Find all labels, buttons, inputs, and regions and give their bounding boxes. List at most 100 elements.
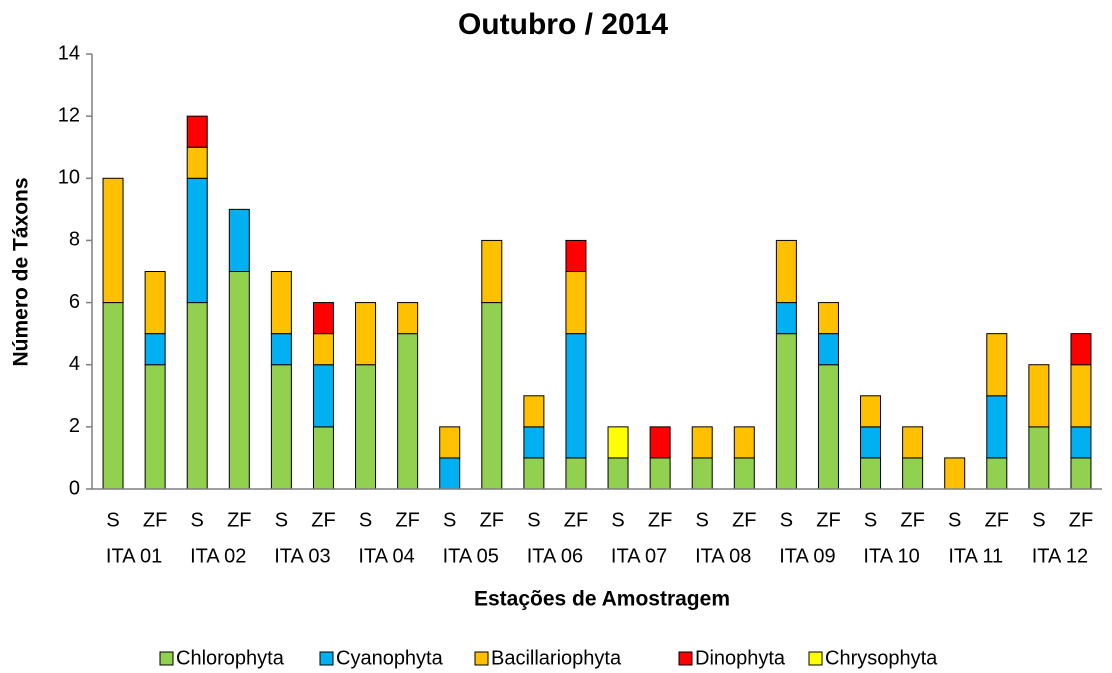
bar-segment xyxy=(860,457,882,490)
y-tick-label: 2 xyxy=(69,415,80,437)
bar-segment xyxy=(439,426,461,459)
bar-segment xyxy=(312,333,334,366)
bar-segment xyxy=(186,302,208,490)
bar-segment xyxy=(986,395,1008,459)
bar-segment xyxy=(1070,457,1092,490)
bar-segment xyxy=(860,426,882,459)
bar-segment xyxy=(270,364,292,490)
legend-label: Cyanophyta xyxy=(336,647,444,669)
bar-segment xyxy=(1070,333,1092,366)
bar-segment xyxy=(144,271,166,335)
x-tick-label: ZF xyxy=(564,509,588,531)
bar-segment xyxy=(1028,364,1050,428)
legend-swatch xyxy=(678,651,693,666)
x-tick-label: S xyxy=(443,509,456,531)
bar-segment xyxy=(523,426,545,459)
group-label: ITA 05 xyxy=(443,545,499,567)
bar-segment xyxy=(817,302,839,335)
x-axis-title: Estações de Amostragem xyxy=(474,588,730,611)
x-tick-label: S xyxy=(106,509,119,531)
bar-segment xyxy=(817,333,839,366)
legend-swatch xyxy=(159,651,174,666)
bar-segment xyxy=(902,426,924,459)
x-tick-label: ZF xyxy=(227,509,251,531)
group-label: ITA 04 xyxy=(358,545,414,567)
x-tick-label: S xyxy=(359,509,372,531)
bar-segment xyxy=(397,302,419,335)
bar-segment xyxy=(144,364,166,490)
group-label: ITA 06 xyxy=(527,545,583,567)
bar-segment xyxy=(691,457,713,490)
bar-segment xyxy=(481,239,503,304)
bar-segment xyxy=(1028,426,1050,490)
bar-segment xyxy=(312,426,334,490)
bar-segment xyxy=(733,426,755,459)
bar-segment xyxy=(775,333,797,490)
bar-segment xyxy=(565,457,587,490)
bar-segment xyxy=(481,302,503,490)
x-tick-label: ZF xyxy=(732,509,756,531)
bar-segment xyxy=(312,302,334,335)
bar-segment xyxy=(186,146,208,179)
y-tick-label: 6 xyxy=(69,291,80,313)
x-tick-label: S xyxy=(780,509,793,531)
x-tick-label: ZF xyxy=(1069,509,1093,531)
bar-segment xyxy=(860,395,882,428)
bar-segment xyxy=(523,457,545,490)
bar-segment xyxy=(355,302,377,366)
bar-segment xyxy=(186,115,208,148)
x-tick-label: ZF xyxy=(985,509,1009,531)
y-tick-label: 12 xyxy=(58,104,80,126)
bar-segment xyxy=(228,208,250,273)
x-tick-label: S xyxy=(1032,509,1045,531)
group-label: ITA 07 xyxy=(611,545,667,567)
bar-segment xyxy=(102,177,124,304)
bar-segment xyxy=(565,333,587,459)
x-tick-label: ZF xyxy=(648,509,672,531)
bar-segment xyxy=(775,239,797,304)
bar-segment xyxy=(270,333,292,366)
x-tick-label: ZF xyxy=(395,509,419,531)
group-label: ITA 08 xyxy=(695,545,751,567)
legend-label: Bacillariophyta xyxy=(491,647,622,669)
bar-segment xyxy=(775,302,797,335)
y-tick-label: 4 xyxy=(69,353,80,375)
legend-swatch xyxy=(808,651,823,666)
y-tick-label: 0 xyxy=(69,477,80,499)
bar-segment xyxy=(691,426,713,459)
y-tick-label: 10 xyxy=(58,167,80,189)
bar-segment xyxy=(649,426,671,459)
x-tick-label: S xyxy=(527,509,540,531)
bar-segment xyxy=(397,333,419,490)
bar-segment xyxy=(186,177,208,304)
x-tick-label: ZF xyxy=(311,509,335,531)
bar-segment xyxy=(817,364,839,490)
legend-swatch xyxy=(474,651,489,666)
group-label: ITA 09 xyxy=(779,545,835,567)
y-tick-label: 14 xyxy=(58,42,80,64)
x-tick-label: S xyxy=(696,509,709,531)
bar-segment xyxy=(439,457,461,490)
x-tick-label: ZF xyxy=(143,509,167,531)
bar-segment xyxy=(649,457,671,490)
bar-segment xyxy=(607,426,629,459)
bar-segment xyxy=(986,333,1008,397)
bar-segment xyxy=(986,457,1008,490)
group-label: ITA 12 xyxy=(1032,545,1088,567)
x-tick-label: S xyxy=(948,509,961,531)
legend-label: Chlorophyta xyxy=(176,647,285,669)
y-tick-label: 8 xyxy=(69,229,80,251)
bar-segment xyxy=(1070,364,1092,428)
y-axis-title: Número de Táxons xyxy=(10,177,33,366)
bar-segment xyxy=(902,457,924,490)
bar-segment xyxy=(312,364,334,428)
legend-swatch xyxy=(319,651,334,666)
chart-title: Outubro / 2014 xyxy=(458,8,668,41)
bar-segment xyxy=(355,364,377,490)
x-tick-label: S xyxy=(191,509,204,531)
group-label: ITA 02 xyxy=(190,545,246,567)
x-tick-label: ZF xyxy=(816,509,840,531)
bar-segment xyxy=(270,271,292,335)
legend-label: Dinophyta xyxy=(695,647,786,669)
